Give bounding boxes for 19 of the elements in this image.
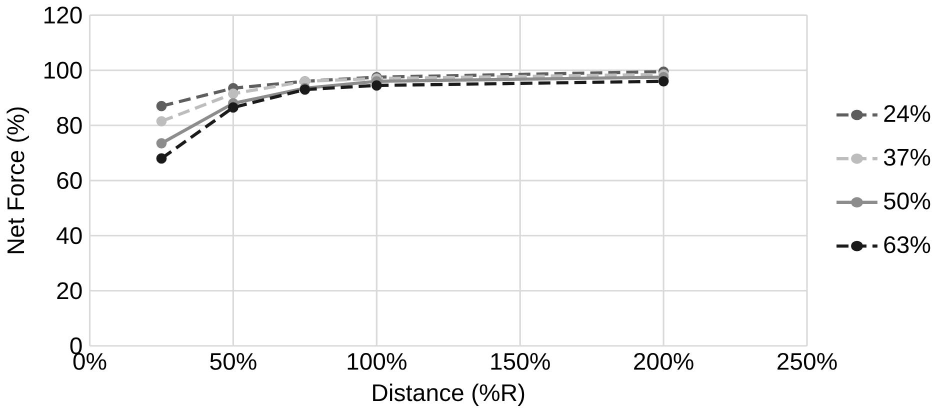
legend-label: 63% — [884, 236, 930, 254]
y-axis-title: Net Force (%) — [6, 108, 29, 254]
legend-label: 37% — [884, 148, 930, 166]
x-tick-label: 200% — [634, 353, 694, 370]
x-tick-label: 0% — [73, 353, 106, 370]
y-tick-label: 120 — [44, 6, 82, 24]
x-tick-label: 150% — [491, 353, 550, 370]
x-tick-label: 50% — [210, 353, 256, 370]
x-tick-label: 100% — [348, 353, 406, 370]
y-tick-label: 60 — [57, 172, 82, 190]
y-tick-label: 0 — [70, 338, 82, 355]
y-tick-label: 40 — [56, 227, 82, 244]
legend-label: 50% — [884, 192, 930, 210]
y-tick-label: 100 — [44, 62, 82, 79]
x-axis-title: Distance (%R) — [373, 384, 524, 406]
y-tick-label: 20 — [57, 282, 82, 300]
legend-label: 24% — [884, 105, 930, 122]
y-tick-label: 80 — [57, 117, 82, 134]
x-tick-label: 250% — [778, 353, 837, 370]
